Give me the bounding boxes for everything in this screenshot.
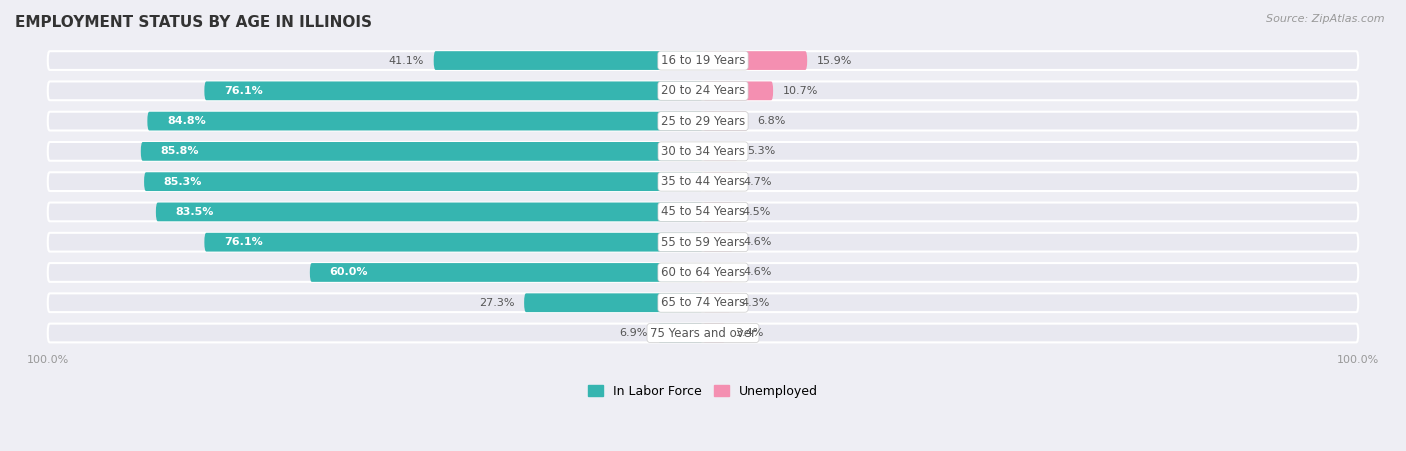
Text: Source: ZipAtlas.com: Source: ZipAtlas.com	[1267, 14, 1385, 23]
Text: 15.9%: 15.9%	[817, 55, 852, 65]
Text: 25 to 29 Years: 25 to 29 Years	[661, 115, 745, 128]
Legend: In Labor Force, Unemployed: In Labor Force, Unemployed	[583, 380, 823, 403]
Text: 84.8%: 84.8%	[167, 116, 205, 126]
FancyBboxPatch shape	[524, 293, 703, 312]
Text: 83.5%: 83.5%	[176, 207, 214, 217]
Text: 55 to 59 Years: 55 to 59 Years	[661, 236, 745, 249]
Text: 85.8%: 85.8%	[160, 147, 200, 156]
FancyBboxPatch shape	[48, 82, 1358, 100]
FancyBboxPatch shape	[703, 293, 731, 312]
Text: 41.1%: 41.1%	[388, 55, 423, 65]
FancyBboxPatch shape	[148, 112, 703, 130]
Text: 35 to 44 Years: 35 to 44 Years	[661, 175, 745, 188]
FancyBboxPatch shape	[703, 233, 733, 252]
Text: 4.3%: 4.3%	[741, 298, 769, 308]
Text: 6.9%: 6.9%	[620, 328, 648, 338]
FancyBboxPatch shape	[703, 324, 725, 342]
Text: 16 to 19 Years: 16 to 19 Years	[661, 54, 745, 67]
Text: 60.0%: 60.0%	[329, 267, 368, 277]
Text: 4.5%: 4.5%	[742, 207, 770, 217]
FancyBboxPatch shape	[309, 263, 703, 282]
FancyBboxPatch shape	[143, 172, 703, 191]
Text: 3.4%: 3.4%	[735, 328, 763, 338]
Text: 85.3%: 85.3%	[163, 177, 202, 187]
FancyBboxPatch shape	[204, 233, 703, 252]
Text: 76.1%: 76.1%	[224, 86, 263, 96]
Text: 75 Years and over: 75 Years and over	[650, 327, 756, 340]
Text: 4.6%: 4.6%	[742, 267, 772, 277]
FancyBboxPatch shape	[658, 324, 703, 342]
FancyBboxPatch shape	[433, 51, 703, 70]
FancyBboxPatch shape	[48, 172, 1358, 191]
FancyBboxPatch shape	[703, 51, 807, 70]
Text: 10.7%: 10.7%	[783, 86, 818, 96]
Text: 20 to 24 Years: 20 to 24 Years	[661, 84, 745, 97]
FancyBboxPatch shape	[48, 263, 1358, 282]
Text: 65 to 74 Years: 65 to 74 Years	[661, 296, 745, 309]
FancyBboxPatch shape	[48, 233, 1358, 252]
FancyBboxPatch shape	[48, 293, 1358, 312]
FancyBboxPatch shape	[156, 202, 703, 221]
FancyBboxPatch shape	[48, 142, 1358, 161]
FancyBboxPatch shape	[48, 112, 1358, 130]
FancyBboxPatch shape	[703, 82, 773, 100]
FancyBboxPatch shape	[703, 172, 734, 191]
Text: 27.3%: 27.3%	[479, 298, 515, 308]
FancyBboxPatch shape	[48, 51, 1358, 70]
Text: 30 to 34 Years: 30 to 34 Years	[661, 145, 745, 158]
Text: 60 to 64 Years: 60 to 64 Years	[661, 266, 745, 279]
Text: 5.3%: 5.3%	[748, 147, 776, 156]
Text: 6.8%: 6.8%	[758, 116, 786, 126]
Text: 4.6%: 4.6%	[742, 237, 772, 247]
Text: 76.1%: 76.1%	[224, 237, 263, 247]
FancyBboxPatch shape	[703, 112, 748, 130]
FancyBboxPatch shape	[48, 324, 1358, 342]
FancyBboxPatch shape	[703, 263, 733, 282]
FancyBboxPatch shape	[141, 142, 703, 161]
FancyBboxPatch shape	[204, 82, 703, 100]
Text: 4.7%: 4.7%	[744, 177, 772, 187]
Text: 45 to 54 Years: 45 to 54 Years	[661, 205, 745, 218]
Text: EMPLOYMENT STATUS BY AGE IN ILLINOIS: EMPLOYMENT STATUS BY AGE IN ILLINOIS	[15, 15, 373, 30]
FancyBboxPatch shape	[48, 202, 1358, 221]
FancyBboxPatch shape	[703, 142, 738, 161]
FancyBboxPatch shape	[703, 202, 733, 221]
